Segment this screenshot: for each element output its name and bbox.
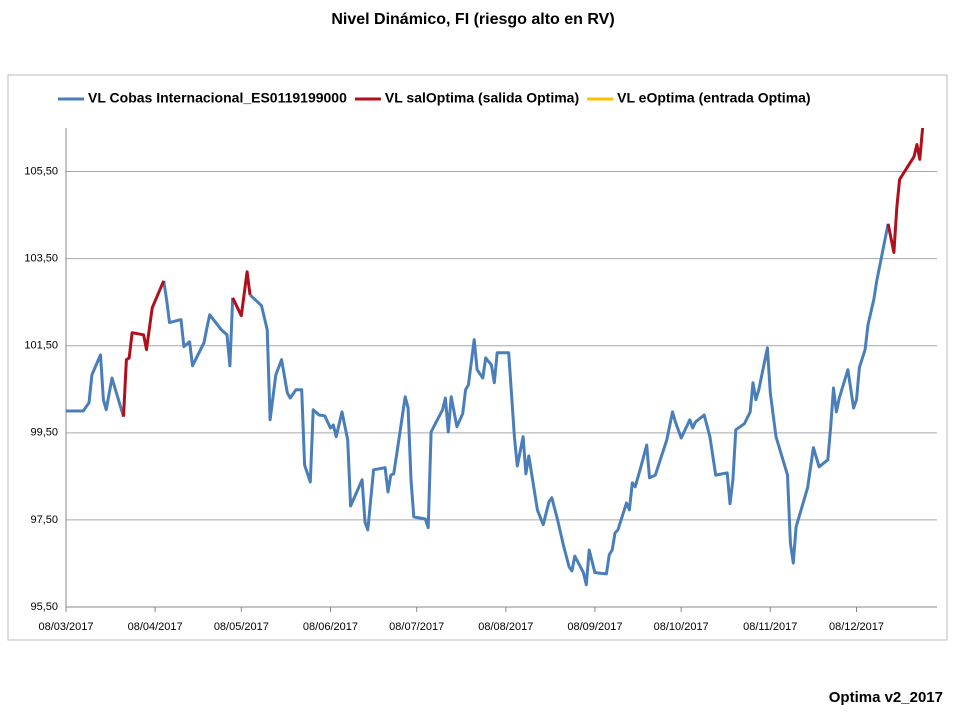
legend-label: VL eOptima (entrada Optima) xyxy=(617,90,810,106)
chart-title: Nivel Dinámico, FI (riesgo alto en RV) xyxy=(331,11,614,28)
x-tick-label: 08/04/2017 xyxy=(128,621,183,633)
y-tick-label: 101,50 xyxy=(24,340,58,352)
y-tick-label: 97,50 xyxy=(30,514,58,526)
y-tick-label: 99,50 xyxy=(30,427,58,439)
y-tick-label: 105,50 xyxy=(24,165,58,177)
series-line xyxy=(122,127,925,417)
chart-frame xyxy=(7,74,948,641)
legend-label: VL Cobas Internacional_ES0119199000 xyxy=(88,90,347,106)
y-tick-label: 95,50 xyxy=(30,601,58,613)
x-tick-label: 08/06/2017 xyxy=(303,621,358,633)
x-tick-label: 08/09/2017 xyxy=(567,621,622,633)
series-line xyxy=(66,223,890,587)
x-tick-label: 08/10/2017 xyxy=(654,621,709,633)
legend-label: VL salOptima (salida Optima) xyxy=(385,90,579,106)
footer: Optima v2_2017 xyxy=(829,689,943,706)
x-tick-label: 08/07/2017 xyxy=(389,621,444,633)
y-tick-label: 103,50 xyxy=(24,253,58,265)
x-tick-label: 08/08/2017 xyxy=(478,621,533,633)
x-tick-label: 08/12/2017 xyxy=(829,621,884,633)
x-tick-label: 08/11/2017 xyxy=(743,621,797,633)
x-tick-label: 08/03/2017 xyxy=(38,621,93,633)
x-tick-label: 08/05/2017 xyxy=(214,621,269,633)
